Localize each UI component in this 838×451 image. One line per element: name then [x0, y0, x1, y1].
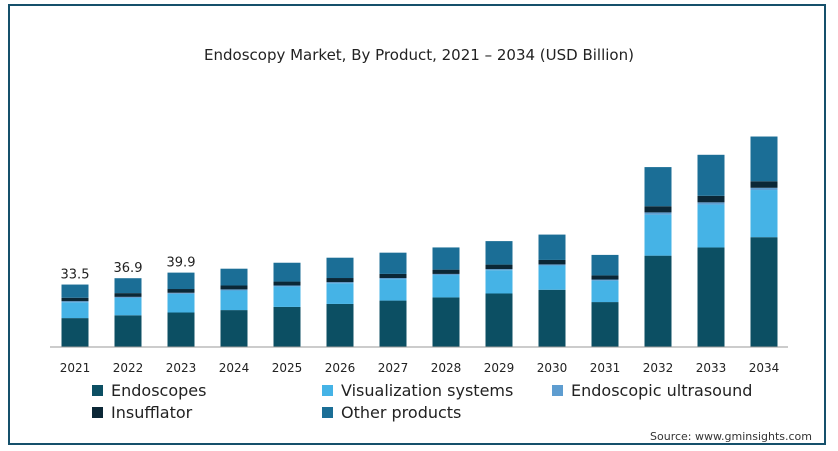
- bar-insufflator-2026: [326, 278, 354, 283]
- bar-insufflator-2029: [485, 264, 513, 270]
- bar-visualization-systems-2028: [432, 275, 460, 298]
- x-tick-label-2026: 2026: [325, 361, 356, 375]
- bar-other-products-2029: [485, 241, 513, 265]
- bars-group: [61, 136, 778, 347]
- bar-endoscopic-ultrasound-2031: [591, 279, 619, 281]
- chart-frame: Endoscopy Market, By Product, 2021 – 203…: [8, 4, 826, 445]
- bar-endoscopic-ultrasound-2028: [432, 273, 460, 276]
- bar-endoscopes-2026: [326, 303, 354, 347]
- bar-endoscopes-2033: [697, 247, 725, 347]
- bar-other-products-2023: [167, 272, 195, 290]
- bar-other-products-2033: [697, 154, 725, 196]
- bar-endoscopes-2030: [538, 289, 566, 347]
- bar-other-products-2025: [273, 262, 301, 282]
- bar-endoscopes-2032: [644, 255, 672, 347]
- bar-other-products-2032: [644, 167, 672, 207]
- bar-other-products-2028: [432, 247, 460, 270]
- bar-endoscopes-2034: [750, 237, 778, 347]
- data-label-2021: 33.5: [61, 268, 90, 283]
- bar-endoscopes-2025: [273, 306, 301, 347]
- x-tick-label-2029: 2029: [484, 361, 515, 375]
- bar-other-products-2026: [326, 257, 354, 279]
- bar-endoscopic-ultrasound-2023: [167, 292, 195, 294]
- data-label-2023: 39.9: [167, 256, 196, 271]
- x-tick-label-2033: 2033: [696, 361, 727, 375]
- bar-endoscopes-2024: [220, 310, 248, 347]
- source-note: Source: www.gminsights.com: [650, 430, 812, 443]
- bar-visualization-systems-2030: [538, 265, 566, 290]
- bar-visualization-systems-2023: [167, 293, 195, 313]
- x-tick-label-2021: 2021: [60, 361, 91, 375]
- bar-endoscopic-ultrasound-2024: [220, 289, 248, 291]
- bar-endoscopes-2031: [591, 302, 619, 347]
- bar-other-products-2034: [750, 136, 778, 182]
- chart-plot: 2021 2022 2023 2024 2025 2026 2027 2028 2029 2030…: [50, 136, 788, 375]
- bar-endoscopic-ultrasound-2034: [750, 187, 778, 191]
- bar-visualization-systems-2024: [220, 290, 248, 311]
- bar-visualization-systems-2021: [61, 302, 89, 319]
- bar-endoscopes-2021: [61, 318, 89, 347]
- data-labels-group: 33.5 36.9 39.9: [61, 256, 196, 283]
- bar-visualization-systems-2032: [644, 214, 672, 256]
- bar-other-products-2030: [538, 234, 566, 260]
- bar-visualization-systems-2027: [379, 279, 407, 301]
- bar-other-products-2024: [220, 268, 248, 286]
- bar-visualization-systems-2033: [697, 204, 725, 248]
- bar-visualization-systems-2034: [750, 190, 778, 238]
- bar-insufflator-2033: [697, 195, 725, 203]
- bar-endoscopic-ultrasound-2032: [644, 212, 672, 215]
- bar-visualization-systems-2026: [326, 283, 354, 304]
- bar-insufflator-2031: [591, 275, 619, 280]
- bar-endoscopic-ultrasound-2021: [61, 301, 89, 303]
- x-tick-label-2025: 2025: [272, 361, 303, 375]
- data-label-2022: 36.9: [114, 261, 143, 276]
- x-tick-label-2027: 2027: [378, 361, 409, 375]
- bar-endoscopic-ultrasound-2033: [697, 202, 725, 205]
- bar-endoscopic-ultrasound-2025: [273, 285, 301, 287]
- bar-endoscopic-ultrasound-2029: [485, 269, 513, 271]
- bar-insufflator-2024: [220, 285, 248, 290]
- x-tick-label-2023: 2023: [166, 361, 197, 375]
- bar-endoscopes-2027: [379, 300, 407, 347]
- bar-endoscopes-2023: [167, 312, 195, 347]
- bar-endoscopic-ultrasound-2030: [538, 264, 566, 266]
- x-tick-label-2031: 2031: [590, 361, 621, 375]
- bar-insufflator-2022: [114, 293, 142, 297]
- chart-title: Endoscopy Market, By Product, 2021 – 203…: [204, 46, 634, 64]
- bar-insufflator-2023: [167, 289, 195, 293]
- bar-insufflator-2027: [379, 273, 407, 279]
- bar-endoscopes-2028: [432, 297, 460, 347]
- bar-visualization-systems-2031: [591, 280, 619, 303]
- x-tick-label-2032: 2032: [643, 361, 674, 375]
- bar-insufflator-2028: [432, 269, 460, 274]
- bar-endoscopes-2029: [485, 293, 513, 347]
- bar-insufflator-2034: [750, 181, 778, 188]
- bar-insufflator-2030: [538, 259, 566, 265]
- x-tick-label-2030: 2030: [537, 361, 568, 375]
- bar-other-products-2021: [61, 284, 89, 298]
- x-tick-label-2028: 2028: [431, 361, 462, 375]
- bar-insufflator-2032: [644, 206, 672, 213]
- bar-endoscopic-ultrasound-2026: [326, 282, 354, 284]
- bar-other-products-2027: [379, 252, 407, 274]
- x-tick-label-2024: 2024: [219, 361, 250, 375]
- bar-endoscopic-ultrasound-2022: [114, 296, 142, 298]
- bar-visualization-systems-2029: [485, 270, 513, 294]
- bar-endoscopes-2022: [114, 315, 142, 347]
- x-ticks-group: 2021 2022 2023 2024 2025 2026 2027 2028 2029 2030…: [60, 361, 780, 375]
- bar-insufflator-2021: [61, 297, 89, 302]
- bar-endoscopic-ultrasound-2027: [379, 278, 407, 280]
- x-tick-label-2034: 2034: [749, 361, 780, 375]
- bar-other-products-2022: [114, 278, 142, 294]
- bar-other-products-2031: [591, 254, 619, 276]
- bar-insufflator-2025: [273, 281, 301, 286]
- x-tick-label-2022: 2022: [113, 361, 144, 375]
- bar-visualization-systems-2022: [114, 297, 142, 316]
- bar-visualization-systems-2025: [273, 286, 301, 307]
